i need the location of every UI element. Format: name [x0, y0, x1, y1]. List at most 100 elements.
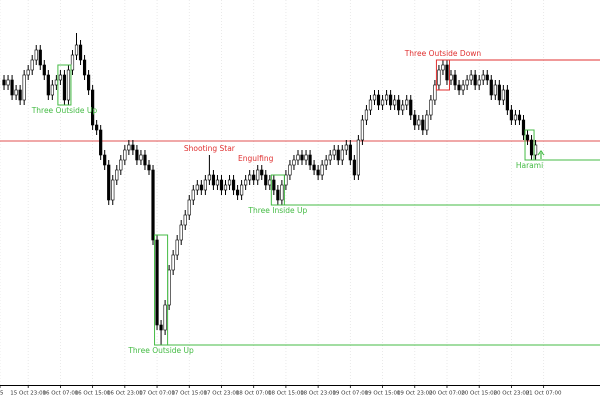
pattern-box	[524, 129, 535, 161]
candle-body	[86, 74, 91, 91]
pattern-label: Three Outside Up	[127, 346, 194, 355]
candle-body	[296, 154, 300, 161]
candle-body	[264, 174, 268, 186]
candle-body	[231, 179, 236, 191]
candle-body	[203, 179, 207, 191]
x-tick-label: 18 Oct 23:00	[300, 391, 336, 397]
candle-body	[163, 304, 167, 331]
candle-body	[107, 164, 111, 201]
candle-body	[457, 84, 461, 91]
candle-body	[171, 254, 175, 271]
x-tick-label: 19 Oct 15:00	[365, 391, 401, 397]
candle-body	[288, 164, 292, 176]
candle-body	[477, 79, 481, 86]
candle-body	[119, 159, 123, 171]
candle-body	[372, 94, 377, 101]
candle-body	[82, 59, 87, 76]
candle-body	[175, 239, 179, 256]
candle-body	[135, 149, 139, 161]
candle-body	[215, 179, 220, 186]
x-tick-label: 16 Oct 23:00	[107, 391, 143, 397]
candle-body	[139, 154, 143, 161]
candle-body	[127, 144, 131, 151]
candle-body	[312, 164, 316, 171]
candle-body	[256, 169, 260, 181]
candle-body	[433, 84, 437, 101]
candle-body	[465, 79, 469, 86]
candle-body	[99, 129, 103, 156]
candle-body	[352, 159, 356, 176]
candle-body	[308, 154, 312, 166]
pattern-label: Shooting Star	[184, 144, 236, 153]
x-tick-label: 25	[0, 391, 4, 397]
candle-body	[248, 174, 252, 181]
candle-body	[509, 109, 514, 121]
candle-body	[413, 114, 417, 126]
candle-body	[26, 69, 30, 76]
candle-body	[147, 164, 151, 171]
candle-body	[284, 174, 288, 186]
candle-body	[42, 64, 46, 76]
candle-body	[191, 189, 195, 201]
x-tick-label: 18 Oct 07:00	[236, 391, 272, 397]
candle-body	[131, 144, 135, 151]
candle-body	[489, 79, 493, 96]
candle-body	[268, 179, 272, 186]
candle-body	[497, 84, 501, 101]
candle-body	[376, 94, 381, 106]
candle-body	[235, 189, 240, 196]
candle-body	[66, 69, 71, 101]
candle-body	[441, 64, 445, 71]
signal-arrow	[537, 150, 545, 159]
candle-body	[211, 174, 216, 186]
candle-body	[207, 174, 211, 181]
candle-body	[364, 109, 369, 121]
candle-body	[324, 159, 328, 166]
candle-body	[46, 74, 50, 96]
candle-body	[344, 144, 348, 151]
candle-body	[348, 144, 352, 161]
candle-body	[393, 99, 397, 106]
x-tick-label: 17 Oct 23:00	[204, 391, 240, 397]
pattern-box	[57, 64, 72, 106]
candle-body	[199, 184, 203, 191]
x-tick-label: 16 Oct 15:00	[75, 391, 111, 397]
candle-body	[183, 214, 187, 226]
candle-body	[219, 179, 224, 191]
candle-body	[111, 179, 115, 201]
candle-body	[58, 74, 63, 81]
pattern-label: Three Outside Up	[31, 106, 98, 115]
x-tick-label: 17 Oct 07:00	[139, 391, 175, 397]
candle-body	[244, 179, 248, 186]
candle-body	[74, 44, 79, 56]
candle-body	[280, 184, 284, 201]
pattern-box	[270, 174, 285, 206]
candle-body	[521, 119, 526, 136]
x-tick-label: 16 Oct 07:00	[42, 391, 78, 397]
candle-body	[195, 184, 199, 191]
candle-body	[505, 89, 509, 111]
candle-body	[155, 239, 159, 326]
candle-body	[240, 184, 244, 196]
x-tick-label: 21 Oct 07:00	[526, 391, 562, 397]
pattern-label: Engulfing	[238, 154, 274, 163]
x-tick-label: 18 Oct 15:00	[268, 391, 304, 397]
candle-body	[501, 89, 505, 101]
candle-body	[429, 99, 433, 116]
candle-body	[30, 59, 34, 71]
candle-body	[453, 74, 457, 86]
candle-body	[272, 179, 276, 191]
candle-body	[179, 224, 183, 241]
candle-body	[34, 49, 38, 61]
candle-body	[513, 114, 518, 121]
candle-body	[340, 149, 344, 161]
candle-body	[159, 324, 163, 331]
candle-body	[316, 169, 320, 176]
candle-body	[461, 84, 465, 91]
candle-body	[493, 84, 497, 96]
candle-body	[425, 114, 429, 131]
candle-body	[18, 89, 22, 101]
pattern-label: Three Outside Down	[404, 49, 482, 58]
candle-body	[50, 84, 54, 96]
